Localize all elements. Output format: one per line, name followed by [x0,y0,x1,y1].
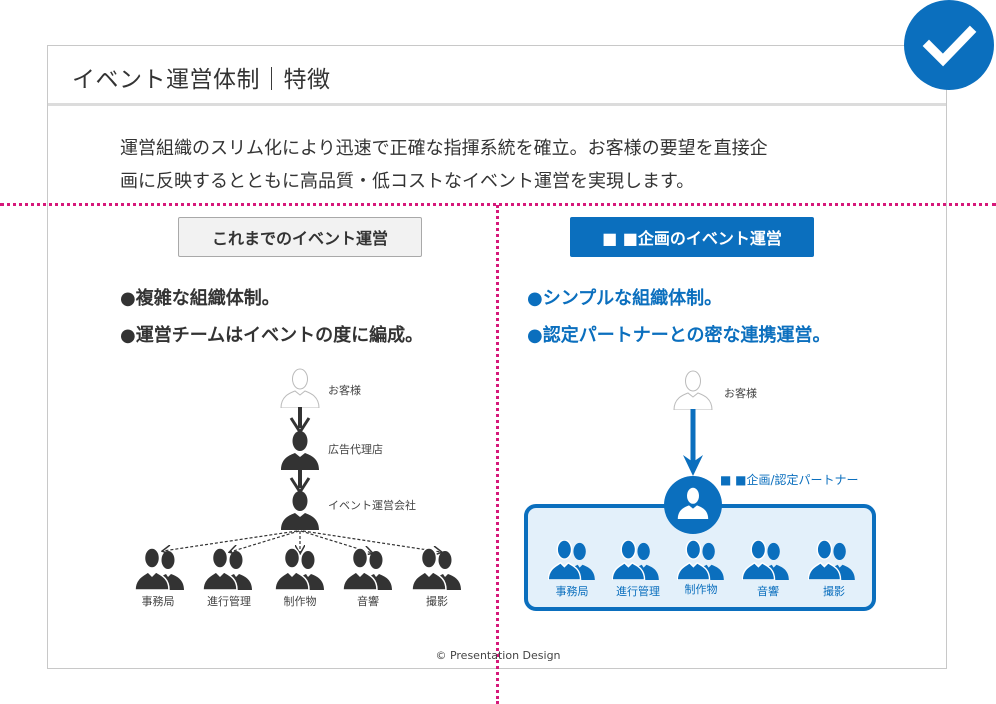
description-line: 運営組織のスリム化により迅速で正確な指揮系統を確立。お客様の要望を直接企 [120,138,768,159]
client-label: お客様 [724,386,757,400]
copyright: © Presentation Design [435,649,561,662]
agency-person-icon [281,431,319,470]
team-label: 制作物 [685,582,718,596]
partner-circle [664,476,722,534]
guide-line-vertical [496,205,499,704]
client-outline-icon [280,368,320,408]
checkmark-icon [904,0,994,90]
arrow-down-icon [683,455,703,476]
tab-our-operation[interactable]: ■ ■企画のイベント運営 [570,217,814,257]
old-bullet: ●複雑な組織体制。 [120,288,280,309]
page-title: イベント運営体制｜特徴 [72,67,331,93]
team-label: 制作物 [284,594,317,608]
dashed-arrow [230,530,300,552]
company-label: イベント運営会社 [328,498,416,512]
team-label: 音響 [357,594,379,608]
team-label: 進行管理 [207,594,251,608]
partner-label: ■ ■企画/認定パートナー [720,472,859,487]
company-person-icon [281,491,319,530]
team-group-icon [412,548,462,590]
description-line: 画に反映するとともに高品質・低コストなイベント運営を実現します。 [120,171,695,192]
team-label: 事務局 [142,594,175,608]
team-group-icon [275,548,325,590]
team-group-icon [135,548,185,590]
client-outline-icon [673,370,713,410]
team-label: 撮影 [426,594,448,608]
dashed-arrow [163,530,298,551]
team-label: 事務局 [556,584,589,598]
agency-label: 広告代理店 [328,442,383,456]
old-bullet: ●運営チームはイベントの度に編成。 [120,325,424,346]
title-divider [48,103,946,106]
tab-previous-operation[interactable]: これまでのイベント運営 [178,217,422,257]
new-bullet: ●認定パートナーとの密な連携運営。 [527,325,831,346]
team-label: 音響 [757,584,779,598]
new-bullet: ●シンプルな組織体制。 [527,288,723,309]
team-group-icon [203,548,253,590]
client-label: お客様 [328,383,361,397]
team-group-icon [343,548,393,590]
dashed-arrow [302,530,441,552]
guide-line-horizontal [0,203,996,206]
description: 運営組織のスリム化により迅速で正確な指揮系統を確立。お客様の要望を直接企 画に反… [120,132,900,198]
team-label: 進行管理 [616,584,660,598]
team-label: 撮影 [823,584,845,598]
